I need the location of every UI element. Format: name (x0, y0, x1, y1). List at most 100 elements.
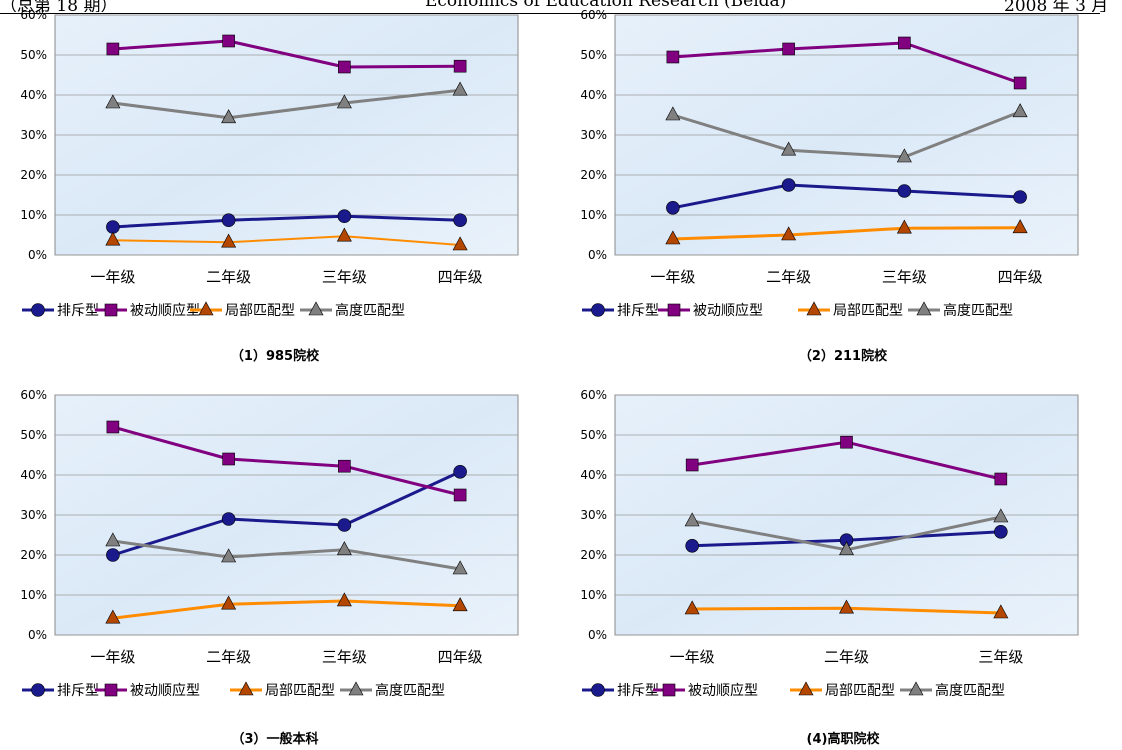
data-point (453, 59, 467, 73)
data-point (781, 178, 796, 192)
legend-item: 排斥型 (582, 683, 659, 699)
series-line (112, 39, 461, 69)
series-line (112, 235, 461, 246)
y-tick-label: 50% (580, 428, 607, 442)
data-point (994, 525, 1008, 539)
legend-marker (198, 301, 214, 316)
data-point (452, 236, 468, 251)
data-point (222, 34, 235, 48)
data-point (781, 226, 797, 241)
legend-label: 高度匹配型 (375, 682, 445, 699)
legend-item: 高度匹配型 (908, 301, 1013, 319)
data-point (452, 81, 468, 96)
y-tick-label: 40% (20, 88, 47, 102)
series-line (112, 470, 461, 557)
y-tick-label: 60% (580, 390, 607, 402)
y-tick-label: 30% (580, 128, 607, 142)
legend-label: 被动顺应型 (130, 682, 200, 699)
legend-item: 被动顺应型 (653, 682, 758, 699)
series-line (672, 41, 1021, 85)
data-point (453, 488, 467, 502)
data-point (105, 532, 121, 547)
data-point (337, 518, 352, 532)
legend-marker (31, 683, 45, 697)
y-tick-label: 50% (20, 428, 47, 442)
legend-marker (348, 681, 364, 696)
data-point (666, 201, 680, 215)
legend-marker (908, 681, 924, 696)
data-point (338, 459, 351, 473)
header-journal: Economics of Education Research (Beida) (425, 0, 787, 11)
chart-panel-general: 0% 10% 20% 30% 40% 50% 60% 一年级 二年级 三年级 四年级 排斥型 被动顺应型… (0, 390, 540, 750)
y-tick-label: 60% (20, 390, 47, 402)
legend-marker (31, 303, 45, 317)
x-tick-label: 二年级 (766, 268, 811, 286)
legend-marker (806, 301, 822, 316)
series-line (672, 110, 1021, 159)
data-point (106, 548, 120, 562)
chart-caption-general: （3）一般本科 (231, 732, 319, 747)
series-e9ab98e5baa6e58cb9e9858de59e8b (105, 81, 468, 124)
data-point (337, 209, 352, 223)
legend-marker (667, 303, 681, 317)
data-point (1013, 76, 1027, 90)
data-point (336, 541, 352, 556)
series-e8a2abe58aa8e9a1bae5ba94e59e8b (106, 420, 467, 502)
legend-item: 排斥型 (582, 303, 659, 319)
legend-label: 排斥型 (57, 683, 99, 699)
data-point (838, 599, 855, 614)
series-line (112, 214, 461, 229)
series-line (672, 183, 1021, 210)
series-e9ab98e5baa6e58cb9e9858de59e8b (684, 508, 1009, 556)
legend-item: 被动顺应型 (95, 302, 200, 319)
y-tick-label: 30% (20, 508, 47, 522)
data-point (105, 609, 121, 624)
data-point (840, 435, 853, 449)
y-tick-label: 30% (580, 508, 607, 522)
data-point (106, 42, 120, 56)
data-point (221, 233, 237, 248)
y-tick-label: 40% (580, 468, 607, 482)
legend-label: 局部匹配型 (225, 303, 295, 319)
series-e8a2abe58aa8e9a1bae5ba94e59e8b (666, 36, 1027, 90)
page-header: （总第 18 期） Economics of Education Researc… (0, 0, 1122, 12)
data-point (221, 213, 236, 227)
legend: 排斥型 被动顺应型 局部匹配型 高度匹配型 (22, 681, 445, 699)
chart-caption-985: （1）985院校 (230, 349, 320, 364)
legend-item: 排斥型 (22, 683, 99, 699)
series-e68e92e696a5e59e8b (106, 465, 467, 562)
data-point (336, 227, 352, 242)
x-tick-label: 二年级 (206, 648, 251, 666)
y-tick-label: 0% (588, 628, 607, 642)
x-tick-label: 二年级 (206, 268, 251, 286)
data-point (1012, 219, 1028, 234)
header-issue: （总第 18 期） (0, 0, 118, 12)
data-point (452, 597, 468, 612)
legend: 排斥型 被动顺应型 局部匹配型 高度匹配型 (582, 681, 1005, 699)
legend: 排斥型 被动顺应型 局部匹配型 高度匹配型 (22, 301, 405, 319)
y-tick-label: 10% (20, 208, 47, 222)
legend-label: 高度匹配型 (943, 302, 1013, 319)
legend-label: 局部匹配型 (265, 683, 335, 699)
legend-item: 高度匹配型 (300, 301, 405, 319)
series-line (112, 539, 461, 571)
data-point (105, 231, 121, 246)
x-tick-label: 四年级 (438, 268, 483, 286)
y-tick-label: 0% (28, 248, 47, 262)
legend-marker (662, 683, 676, 697)
x-tick-label: 三年级 (882, 268, 927, 286)
y-tick-label: 40% (580, 88, 607, 102)
legend-label: 局部匹配型 (825, 683, 895, 699)
series-e8a2abe58aa8e9a1bae5ba94e59e8b (106, 34, 467, 74)
series-e68e92e696a5e59e8b (685, 525, 1008, 553)
data-point (1012, 103, 1028, 118)
data-point (898, 36, 911, 50)
header-rule (0, 13, 1100, 14)
legend-item: 排斥型 (22, 303, 99, 319)
legend-item: 高度匹配型 (340, 681, 445, 699)
x-tick-label: 三年级 (322, 648, 367, 666)
legend-label: 被动顺应型 (130, 302, 200, 319)
legend-label: 排斥型 (617, 303, 659, 319)
